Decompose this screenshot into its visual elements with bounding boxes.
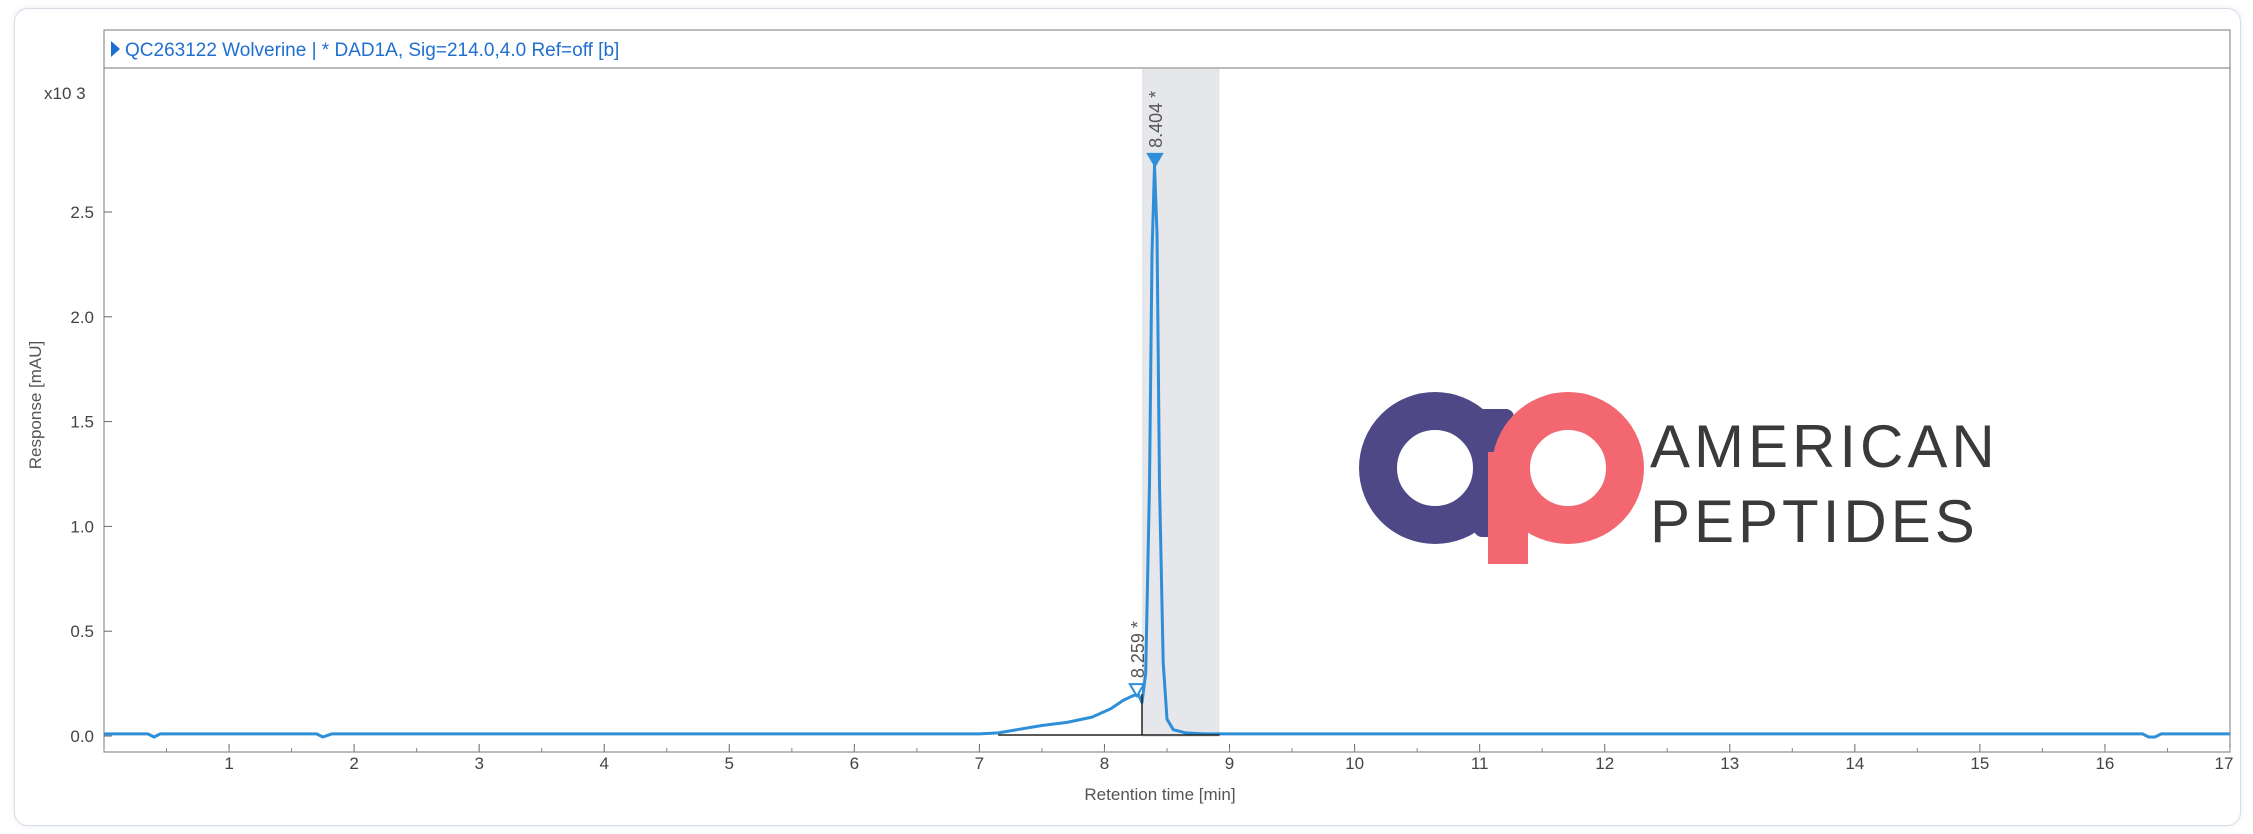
chart-title: QC263122 Wolverine | * DAD1A, Sig=214.0,…	[125, 40, 619, 61]
x-tick-label: 14	[1845, 754, 1864, 773]
y-tick-label: 2.0	[70, 308, 94, 327]
y-tick-label: 0.5	[70, 622, 94, 641]
x-tick-label: 1	[224, 754, 233, 773]
y-axis-title: Response [mAU]	[26, 341, 45, 470]
x-tick-label: 12	[1595, 754, 1614, 773]
x-tick-label: 10	[1345, 754, 1364, 773]
y-tick-label: 0.0	[70, 727, 94, 746]
peak-marker[interactable]	[1128, 683, 1146, 699]
x-tick-label: 7	[975, 754, 984, 773]
logo-line2: PEPTIDES	[1650, 488, 1979, 555]
x-tick-label: 6	[850, 754, 859, 773]
logo-p-stem-icon	[1488, 452, 1528, 564]
x-tick-label: 15	[1970, 754, 1989, 773]
expand-triangle-icon[interactable]	[111, 41, 120, 57]
x-axis-title: Retention time [min]	[1084, 785, 1235, 804]
x-tick-label: 2	[349, 754, 358, 773]
y-tick-label: 1.0	[70, 517, 94, 536]
x-tick-label: 5	[725, 754, 734, 773]
american-peptides-logo: AMERICAN PEPTIDES	[1359, 392, 1999, 564]
x-tick-label: 4	[600, 754, 609, 773]
x-tick-label: 16	[2095, 754, 2114, 773]
peak-label: 8.259 *	[1128, 621, 1148, 678]
x-tick-label: 3	[474, 754, 483, 773]
chart-header-bar	[103, 29, 2231, 69]
y-tick-label: 2.5	[70, 203, 94, 222]
y-multiplier-label: x10 3	[44, 84, 86, 103]
logo-line1: AMERICAN	[1650, 413, 1999, 480]
peak-marker[interactable]	[1146, 152, 1164, 168]
x-tick-label: 9	[1225, 754, 1234, 773]
x-tick-label: 13	[1720, 754, 1739, 773]
x-tick-label: 11	[1471, 754, 1489, 773]
x-tick-label: 8	[1100, 754, 1109, 773]
x-tick-label: 17	[2215, 754, 2234, 773]
y-tick-label: 1.5	[70, 413, 94, 432]
peak-label: 8.404 *	[1146, 91, 1166, 148]
